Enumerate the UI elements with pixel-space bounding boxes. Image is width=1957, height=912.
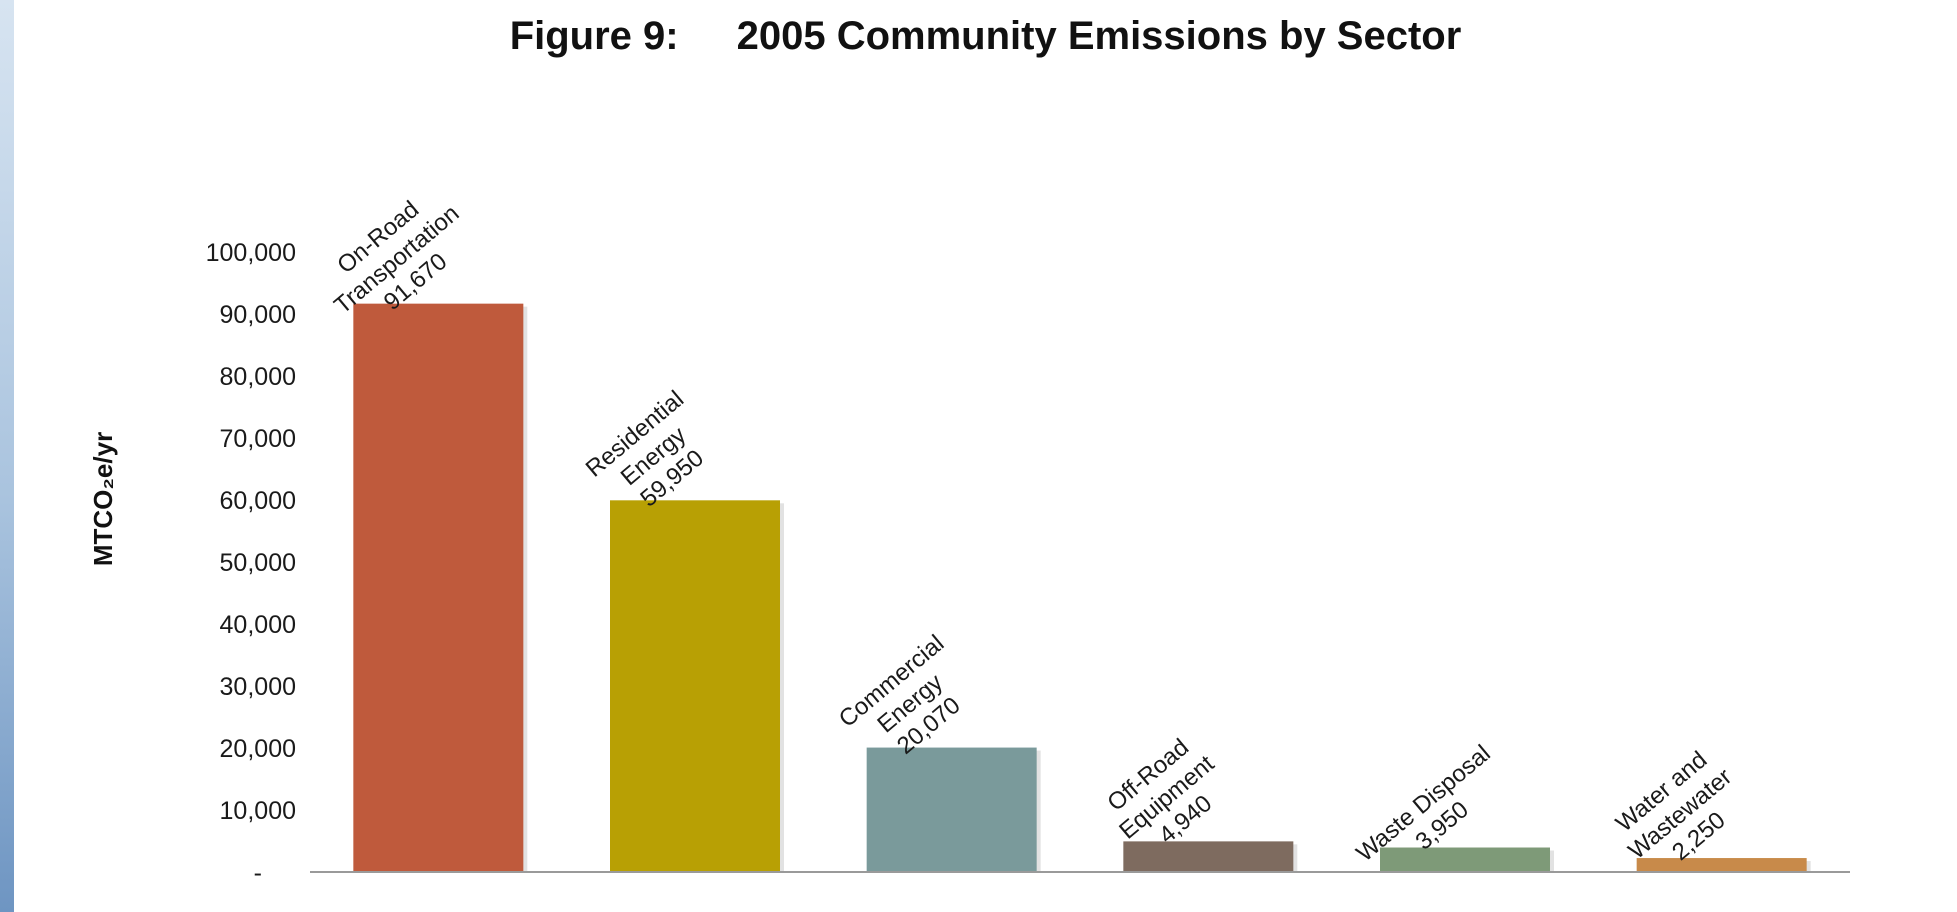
- y-tick-label: 100,000: [206, 239, 296, 267]
- bar-group: [1636, 858, 1811, 872]
- y-axis-label-group: MTCO₂e/yr: [88, 432, 118, 566]
- y-tick-label: 90,000: [220, 301, 296, 329]
- y-tick-label: 70,000: [220, 425, 296, 453]
- y-tick-label: 30,000: [220, 673, 296, 701]
- chart-title: Figure 9: 2005 Community Emissions by Sec…: [14, 14, 1957, 59]
- bar-group: [1123, 841, 1298, 872]
- bar: [866, 747, 1037, 872]
- bar: [1380, 847, 1550, 872]
- y-tick-label: 10,000: [220, 797, 296, 825]
- y-tick-label: -: [254, 859, 262, 887]
- figure-number: Figure 9:: [509, 14, 679, 58]
- bar-group: [353, 303, 528, 872]
- y-axis: - 10,000 20,000 30,000 40,000 50,000 60,000 70,…: [206, 239, 296, 887]
- bar-group: [866, 747, 1041, 872]
- bar-group: [610, 500, 784, 872]
- bar-group: [1380, 847, 1554, 872]
- y-tick-label: 60,000: [220, 487, 296, 515]
- y-tick-label: 50,000: [220, 549, 296, 577]
- y-tick-label: 20,000: [220, 735, 296, 763]
- bar: [353, 303, 524, 872]
- bar: [610, 500, 780, 872]
- bars: [353, 303, 1811, 872]
- bar: [1123, 841, 1294, 872]
- y-tick-label: 80,000: [220, 363, 296, 391]
- y-tick-label: 40,000: [220, 611, 296, 639]
- bar: [1636, 858, 1807, 872]
- y-axis-label: MTCO₂e/yr: [88, 432, 118, 566]
- chart-title-text: 2005 Community Emissions by Sector: [736, 14, 1462, 58]
